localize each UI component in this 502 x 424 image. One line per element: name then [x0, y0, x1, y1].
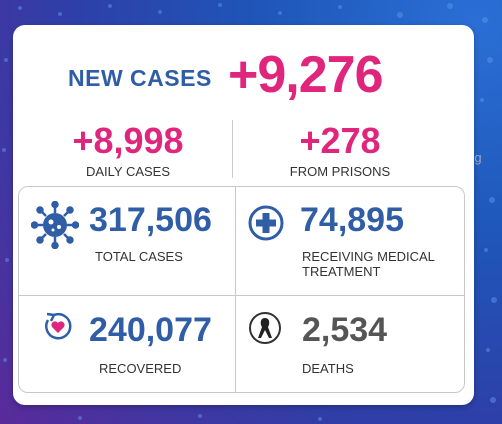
recovered-label: RECOVERED [99, 361, 182, 376]
stats-card: NEW CASES +9,276 +8,998 DAILY CASES +278… [13, 25, 474, 405]
medical-treatment-label: RECEIVING MEDICAL TREATMENT [302, 249, 435, 279]
medical-cross-icon [248, 205, 284, 241]
header-divider [232, 120, 233, 178]
prisons-label: FROM PRISONS [289, 164, 391, 179]
grid-vertical-divider [235, 187, 236, 392]
total-cases-label: TOTAL CASES [95, 249, 183, 264]
daily-cases-value: +8,998 [72, 120, 184, 161]
grid-horizontal-divider [19, 295, 464, 296]
daily-cases-label: DAILY CASES [85, 164, 171, 179]
new-cases-label: NEW CASES [68, 65, 212, 91]
prisons-block: +278 FROM PRISONS [240, 120, 440, 180]
deaths-value: 2,534 [302, 311, 388, 349]
virus-icon [31, 201, 79, 249]
new-cases-value: +9,276 [228, 46, 383, 104]
total-cases-value: 317,506 [89, 201, 212, 239]
heart-recovery-icon [45, 312, 72, 340]
daily-cases-block: +8,998 DAILY CASES [28, 120, 228, 180]
deaths-label: DEATHS [302, 361, 354, 376]
watermark-text: rg [470, 150, 482, 165]
medical-treatment-value: 74,895 [300, 201, 404, 239]
prisons-value: +278 [299, 120, 381, 161]
ribbon-icon [249, 312, 281, 344]
recovered-value: 240,077 [89, 311, 212, 349]
stats-grid: 317,506 TOTAL CASES 74,895 RECEIVING MED… [18, 186, 465, 393]
